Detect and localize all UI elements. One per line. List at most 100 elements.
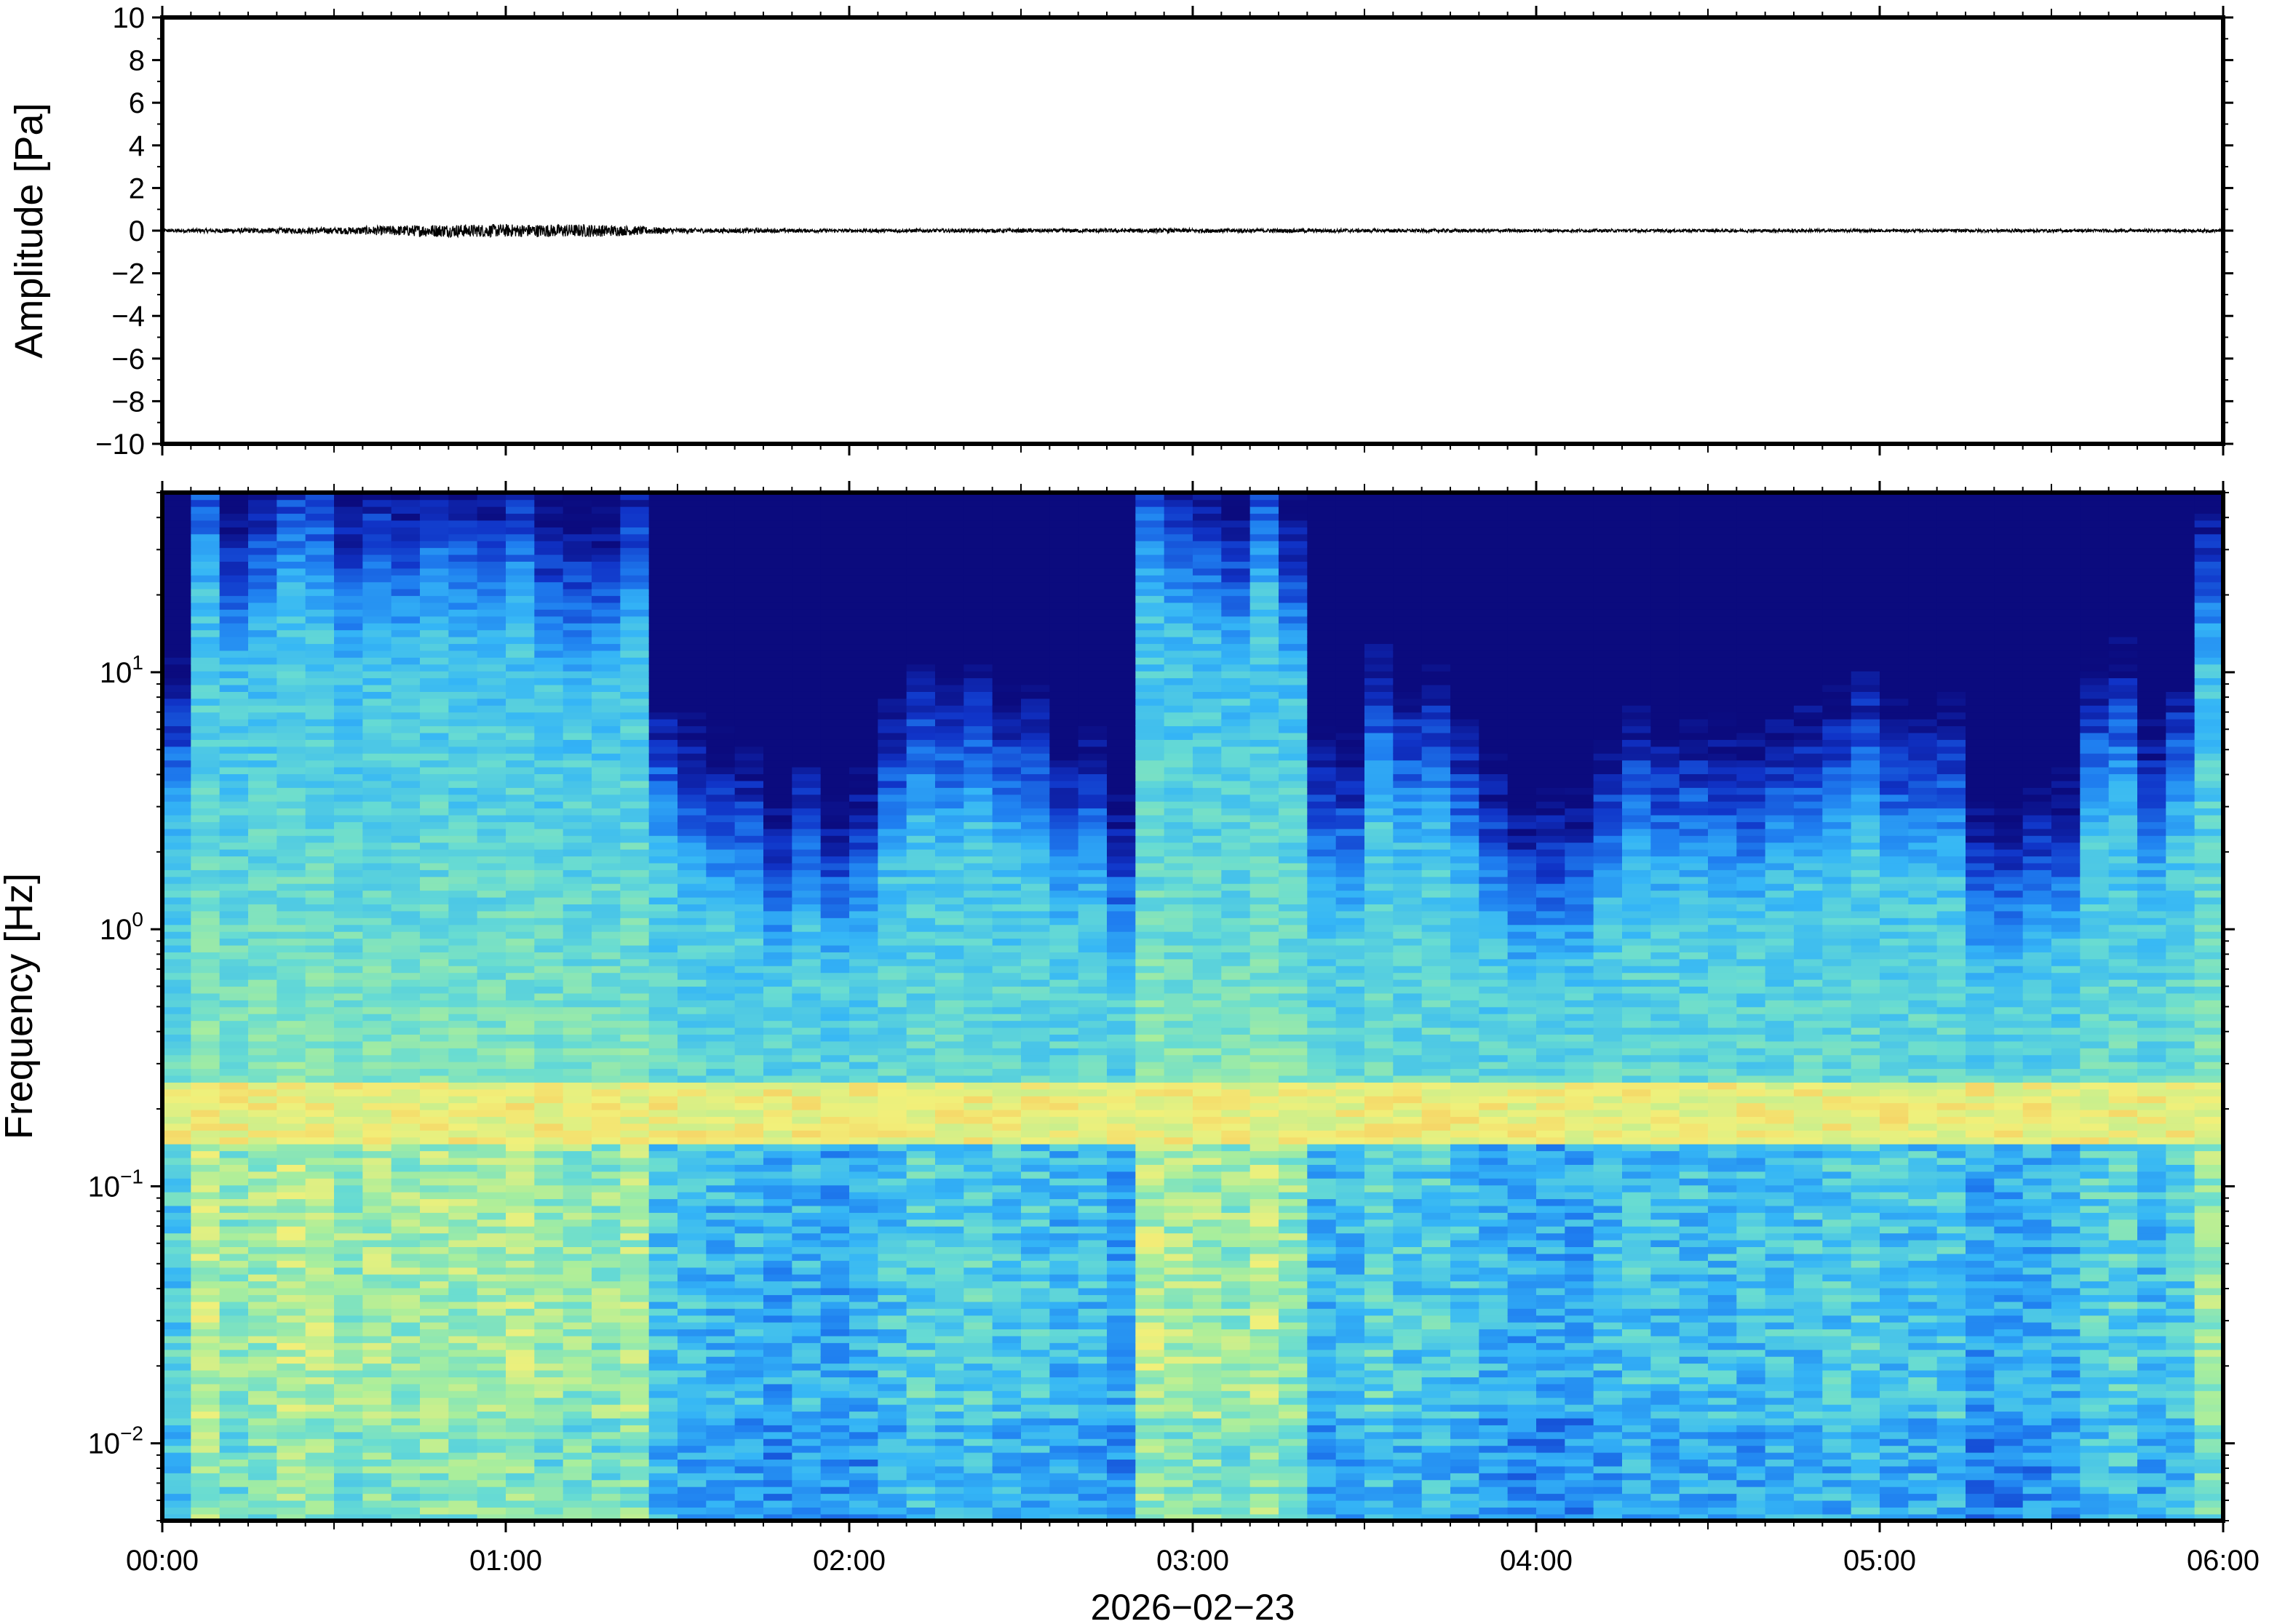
spectrogram-cell (820, 1088, 850, 1096)
spectrogram-cell (305, 691, 335, 699)
spectrogram-cell (534, 636, 564, 645)
spectrogram-cell (248, 493, 278, 501)
spectrogram-cell (219, 1123, 249, 1131)
spectrogram-cell (191, 828, 220, 836)
spectrogram-cell (963, 890, 993, 898)
spectrogram-cell (420, 561, 450, 569)
spectrogram-cell (191, 1465, 220, 1473)
spectrogram-cell (334, 814, 364, 822)
spectrogram-cell (878, 1383, 907, 1391)
spectrogram-cell (992, 1507, 1022, 1515)
spectrogram-cell (506, 1088, 536, 1096)
spectrogram-cell (992, 1225, 1022, 1234)
spectrogram-cell (1021, 794, 1051, 802)
spectrogram-cell (620, 725, 650, 733)
spectrogram-cell (420, 568, 450, 576)
spectrogram-cell (534, 595, 564, 603)
spectrogram-cell (305, 1205, 335, 1213)
spectrogram-cell (849, 1321, 879, 1330)
spectrogram-cell (734, 992, 764, 1000)
spectrogram-cell (1049, 1486, 1079, 1494)
spectrogram-cell (1021, 1452, 1051, 1460)
spectrogram-cell (620, 1034, 650, 1042)
spectrogram-cell (878, 650, 907, 658)
spectrogram-cell (191, 1246, 220, 1254)
spectrogram-cell (1021, 814, 1051, 822)
spectrogram-cell (477, 1225, 506, 1234)
spectrogram-cell (448, 1123, 478, 1131)
spectrogram-cell (420, 1281, 450, 1289)
spectrogram-cell (792, 664, 822, 672)
spectrogram-cell (677, 1253, 707, 1261)
spectrogram-cell (1049, 718, 1079, 727)
spectrogram-cell (906, 1123, 936, 1131)
spectrogram-cell (935, 1006, 965, 1014)
spectrogram-cell (191, 1445, 220, 1453)
spectrogram-cell (820, 1137, 850, 1145)
spectrogram-cell (763, 1260, 793, 1268)
spectrogram-cell (534, 1417, 564, 1425)
spectrogram-cell (620, 979, 650, 987)
spectrogram-cell (248, 1267, 278, 1275)
spectrogram-cell (792, 1109, 822, 1118)
spectrogram-cell (219, 602, 249, 610)
spectrogram-cell (334, 958, 364, 966)
spectrogram-cell (305, 1000, 335, 1008)
spectrogram-cell (305, 1137, 335, 1145)
spectrogram-cell (620, 746, 650, 754)
spectrogram-cell (935, 1205, 965, 1213)
spectrogram-cell (992, 1123, 1022, 1131)
spectrogram-cell (734, 609, 764, 617)
spectrogram-cell (563, 1171, 592, 1179)
spectrogram-cell (420, 643, 450, 651)
spectrogram-cell (334, 1273, 364, 1282)
spectrogram-cell (992, 821, 1022, 829)
spectrogram-cell (935, 1321, 965, 1330)
spectrogram-cell (305, 712, 335, 720)
spectrogram-cell (1021, 1178, 1051, 1186)
spectrogram-cell (820, 1178, 850, 1186)
spectrogram-cell (820, 677, 850, 685)
spectrogram-cell (477, 821, 506, 829)
spectrogram-cell (563, 904, 592, 912)
spectrogram-cell (792, 1281, 822, 1289)
spectrogram-cell (820, 732, 850, 740)
spectrogram-cell (992, 1260, 1022, 1268)
spectrogram-cell (448, 650, 478, 658)
spectrogram-cell (305, 1123, 335, 1131)
spectrogram-cell (648, 1500, 678, 1508)
spectrogram-cell (906, 1137, 936, 1145)
spectrogram-cell (820, 862, 850, 870)
spectrogram-cell (734, 1417, 764, 1425)
spectrogram-cell (420, 1253, 450, 1261)
spectrogram-cell (534, 1390, 564, 1398)
spectrogram-cell (963, 1369, 993, 1377)
spectrogram-cell (906, 972, 936, 980)
spectrogram-cell (963, 712, 993, 720)
spectrogram-cell (706, 622, 736, 631)
spectrogram-cell (763, 1294, 793, 1302)
spectrogram-cell (334, 1465, 364, 1473)
spectrogram-cell (391, 513, 421, 521)
spectrogram-cell (963, 1198, 993, 1206)
spectrogram-cell (162, 746, 192, 754)
spectrogram-cell (935, 1088, 965, 1096)
spectrogram-cell (448, 670, 478, 679)
spectrogram-cell (763, 1088, 793, 1096)
spectrogram-cell (334, 828, 364, 836)
spectrogram-cell (792, 1431, 822, 1439)
spectrogram-cell (734, 602, 764, 610)
spectrogram-cell (763, 883, 793, 891)
spectrogram-cell (677, 1383, 707, 1391)
spectrogram-cell (162, 1143, 192, 1152)
spectrogram-cell (878, 629, 907, 637)
spectrogram-cell (248, 1040, 278, 1048)
spectrogram-cell (162, 520, 192, 528)
spectrogram-cell (706, 643, 736, 651)
spectrogram-cell (362, 1486, 392, 1494)
spectrogram-cell (963, 972, 993, 980)
spectrogram-cell (1049, 1397, 1079, 1405)
spectrogram-cell (305, 677, 335, 685)
spectrogram-cell (820, 972, 850, 980)
spectrogram-cell (849, 732, 879, 740)
